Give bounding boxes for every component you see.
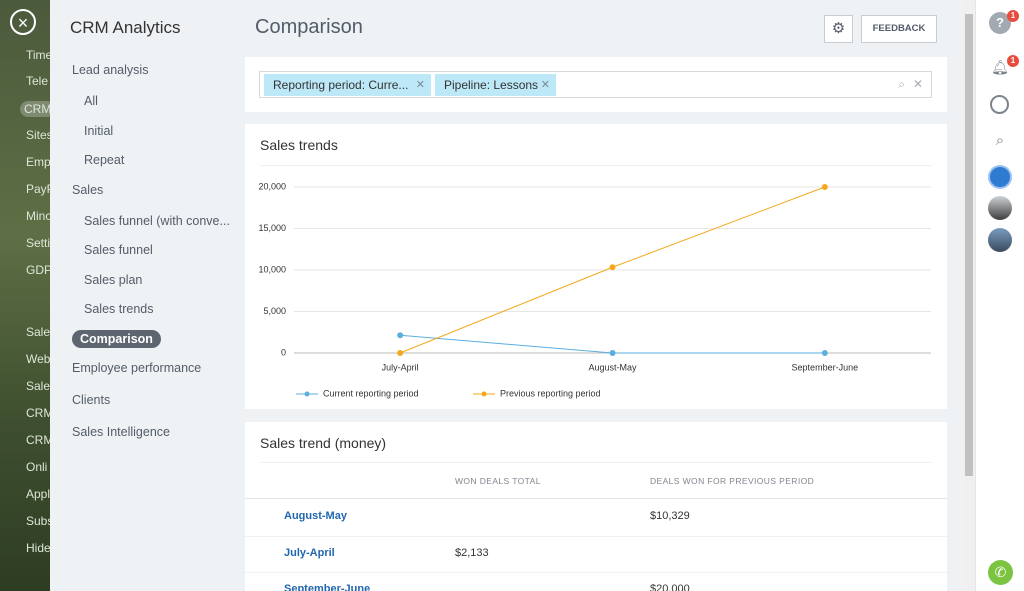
background-menu-item: CRM [26, 433, 54, 447]
separator [245, 536, 947, 537]
background-menu-item: Sale [26, 379, 51, 393]
shield-icon[interactable] [988, 165, 1012, 189]
search-icon[interactable]: ⌕ [995, 132, 1005, 149]
table-cell: $2,133 [455, 547, 489, 559]
nav-group[interactable]: Employee performance [72, 361, 202, 375]
table-cell[interactable]: July-April [284, 547, 335, 559]
background-menu-item: Onli [26, 460, 48, 474]
right-bar: ? 1 🔔︎ 1 ⌕ ✆ [975, 0, 1024, 591]
separator [260, 165, 932, 166]
avatar[interactable] [988, 228, 1012, 252]
table-card: Sales trend (money) [245, 422, 947, 591]
background-menu-item: Emp [26, 155, 51, 169]
table-cell[interactable]: September-June [284, 583, 371, 591]
nav-group[interactable]: Sales Intelligence [72, 425, 170, 439]
background-menu-item: CRM [20, 101, 56, 117]
x-tick-label: July-April [382, 362, 419, 372]
separator [245, 498, 947, 499]
x-tick-label: August-May [588, 362, 637, 372]
background-menu-item: PayP [26, 182, 55, 196]
data-point [821, 184, 828, 190]
filter-chip: Reporting period: Curre... ✕ [264, 74, 431, 96]
nav-group[interactable]: Sales [72, 182, 104, 197]
legend-dot [304, 391, 310, 397]
background-menu-item: Sites [26, 128, 53, 142]
nav-item[interactable]: Sales plan [84, 272, 143, 287]
bell-badge: 1 [1007, 55, 1019, 67]
sidebar-title: CRM Analytics [70, 18, 181, 37]
data-point [609, 350, 616, 356]
background-menu-item: Hide [26, 541, 51, 555]
legend-label: Current reporting period [323, 388, 419, 398]
settings-button[interactable]: ⚙ [824, 15, 853, 43]
nav-item[interactable]: Comparison [72, 329, 161, 348]
background-menu-item: Appl [26, 487, 51, 501]
table-cell: $20,000 [650, 583, 690, 591]
background-menu: × Time Tele CRM Sites Emp PayP Mino Setti GDP Sal… [0, 0, 56, 591]
legend-dot [481, 391, 487, 397]
nav-item[interactable]: All [84, 94, 98, 108]
chart: 0 5,000 10,000 15,000 20,000 July-April August… [258, 181, 931, 398]
close-button[interactable]: × [10, 9, 36, 35]
data-point [821, 350, 828, 356]
nav-item[interactable]: Initial [84, 123, 114, 138]
background-menu-item: Sale [26, 325, 51, 339]
help-badge: 1 [1007, 10, 1019, 22]
y-tick-label: 5,000 [263, 306, 286, 316]
background-menu-item: Time [26, 48, 53, 62]
background-menu-item: Web [26, 352, 51, 366]
help-icon[interactable]: ? [989, 12, 1011, 34]
table-header: DEALS WON FOR PREVIOUS PERIOD [650, 476, 815, 486]
nav-item[interactable]: Sales trends [84, 302, 154, 316]
page-title: Comparison [255, 16, 363, 38]
nav-item[interactable]: Sales funnel (with conve... [84, 213, 230, 228]
avatar[interactable] [988, 196, 1012, 220]
table-title: Sales trend (money) [260, 435, 387, 451]
call-button[interactable]: ✆ [988, 560, 1013, 585]
separator [245, 572, 947, 573]
y-tick-label: 10,000 [258, 264, 286, 274]
data-point [397, 332, 404, 339]
filter-chip: Pipeline: Lessons ✕ [435, 74, 556, 96]
y-tick-label: 0 [281, 347, 286, 357]
background-menu-item: Setti [26, 236, 51, 250]
table-cell[interactable]: August-May [284, 510, 347, 522]
chat-icon[interactable] [990, 95, 1009, 114]
background-menu-item: Mino [26, 209, 53, 223]
separator [260, 462, 932, 463]
background-menu-item: Subs [26, 514, 54, 528]
y-tick-label: 15,000 [258, 223, 286, 233]
background-menu-item: CRM [26, 406, 54, 420]
background-menu-item: GDP [26, 263, 53, 277]
chart-card: Sales trends 0 5,000 10,000 15,000 20,000 Jul… [245, 124, 947, 409]
background-menu-item: Tele [26, 74, 49, 88]
table-cell: $10,329 [650, 510, 690, 522]
nav-group[interactable]: Clients [72, 393, 111, 407]
bell-icon[interactable]: 🔔︎ [991, 59, 1009, 75]
nav-group[interactable]: Lead analysis [72, 63, 149, 77]
scrollbar[interactable] [963, 0, 975, 591]
nav-item[interactable]: Repeat [84, 153, 125, 167]
legend-label: Previous reporting period [500, 388, 601, 398]
x-tick-label: September-June [792, 362, 859, 372]
nav-item[interactable]: Sales funnel [84, 243, 153, 257]
table-header: WON DEALS TOTAL [455, 476, 541, 486]
chart-title: Sales trends [260, 137, 338, 153]
feedback-button[interactable]: FEEDBACK [861, 15, 937, 43]
y-tick-label: 20,000 [258, 181, 286, 191]
data-point [609, 264, 616, 271]
data-point [397, 350, 404, 356]
